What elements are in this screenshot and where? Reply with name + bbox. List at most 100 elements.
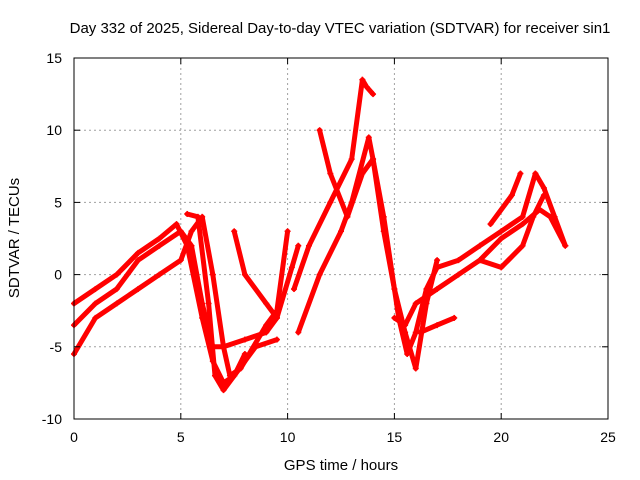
data-point (344, 213, 351, 220)
data-point (498, 228, 505, 235)
data-point (184, 210, 191, 217)
data-point (288, 264, 295, 271)
data-point (199, 314, 206, 321)
data-point (402, 322, 409, 329)
data-traces (71, 76, 569, 394)
data-point (363, 83, 370, 90)
data-point (365, 134, 372, 141)
y-tick-label: 5 (54, 194, 62, 210)
data-point (156, 235, 163, 242)
data-point (295, 242, 302, 249)
data-point (220, 387, 227, 394)
data-point (455, 257, 462, 264)
data-point (241, 351, 248, 358)
data-point (291, 286, 298, 293)
chart-title: Day 332 of 2025, Sidereal Day-to-day VTE… (70, 20, 611, 37)
data-point (455, 271, 462, 278)
plot-frame (73, 57, 609, 420)
data-point (370, 91, 377, 98)
data-point (412, 300, 419, 307)
data-point (284, 228, 291, 235)
x-axis-label: GPS time / hours (284, 457, 398, 474)
data-point (530, 213, 537, 220)
y-axis-label: SDTVAR / TECUs (6, 178, 23, 298)
data-point (498, 264, 505, 271)
data-point (476, 257, 483, 264)
series-arc-5 (231, 228, 301, 321)
data-point (305, 242, 312, 249)
data-point (498, 235, 505, 242)
data-point (220, 343, 227, 350)
data-point (113, 271, 120, 278)
data-point (370, 156, 377, 163)
data-point (156, 242, 163, 249)
x-tick-label: 25 (600, 429, 616, 445)
data-point (263, 322, 270, 329)
data-point (316, 127, 323, 134)
data-point (359, 76, 366, 83)
data-point (273, 314, 280, 321)
data-point (487, 221, 494, 228)
series-arc-1 (71, 228, 280, 350)
data-point (391, 314, 398, 321)
data-point (434, 286, 441, 293)
y-tick-label: -10 (42, 411, 62, 427)
data-point (519, 221, 526, 228)
data-point (338, 228, 344, 235)
data-point (508, 192, 515, 199)
data-point (380, 213, 387, 220)
y-tick-label: 0 (54, 267, 62, 283)
data-point (434, 257, 441, 264)
data-point (359, 170, 366, 177)
data-point (547, 213, 554, 220)
data-point (194, 213, 201, 220)
x-tick-label: 20 (493, 429, 509, 445)
data-point (135, 257, 142, 264)
data-point (231, 228, 238, 235)
data-point (173, 221, 180, 228)
data-point (156, 271, 163, 278)
data-point (316, 271, 323, 278)
data-point (295, 329, 302, 336)
series-arc-12 (488, 171, 523, 227)
data-point (404, 351, 411, 358)
data-point (476, 242, 483, 249)
data-point (562, 242, 569, 249)
data-point (92, 286, 99, 293)
data-point (327, 170, 334, 177)
x-tick-label: 15 (387, 429, 403, 445)
x-tick-label: 10 (280, 429, 296, 445)
data-point (451, 314, 458, 321)
data-point (532, 170, 539, 177)
data-point (113, 300, 120, 307)
data-point (417, 329, 424, 336)
y-tick-label: 15 (46, 50, 62, 66)
y-tick-label: 10 (46, 122, 62, 138)
data-point (241, 271, 248, 278)
data-point (540, 192, 547, 199)
data-point (263, 300, 270, 307)
data-point (92, 314, 99, 321)
data-point (92, 300, 99, 307)
data-point (423, 286, 430, 293)
tick-labels: 0 5 10 15 20 25 -10 -5 0 5 10 15 (42, 50, 616, 445)
data-point (540, 184, 547, 191)
data-point (188, 228, 195, 235)
data-point (211, 372, 218, 379)
data-point (231, 372, 238, 379)
x-tick-label: 5 (177, 429, 185, 445)
x-tick-label: 0 (70, 429, 78, 445)
data-point (273, 336, 280, 343)
data-point (205, 300, 212, 307)
data-point (434, 264, 441, 271)
data-point (412, 365, 419, 372)
data-point (519, 213, 526, 220)
y-tick-label: -5 (50, 339, 63, 355)
data-point (348, 156, 355, 163)
data-point (519, 242, 526, 249)
data-point (241, 336, 248, 343)
data-point (113, 286, 120, 293)
data-point (135, 249, 142, 256)
data-point (209, 271, 216, 278)
